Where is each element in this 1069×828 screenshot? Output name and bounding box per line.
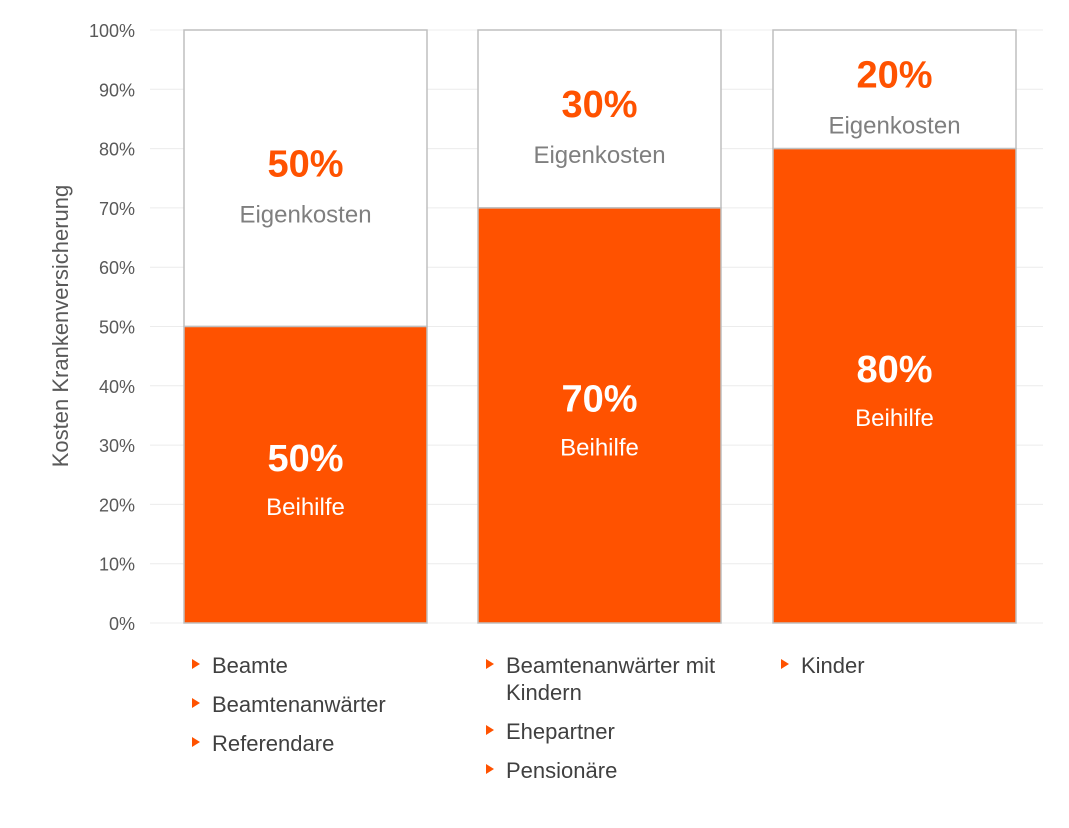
y-tick-label: 90% xyxy=(99,80,135,100)
group-label: Beamtenanwärter xyxy=(212,692,386,717)
group-list-item: Beamtenanwärter xyxy=(192,691,452,718)
triangle-bullet-icon xyxy=(192,659,200,669)
y-tick-label: 70% xyxy=(99,199,135,219)
eigenkosten-percent-label: 30% xyxy=(561,84,637,126)
y-axis-title: Kosten Krankenversicherung xyxy=(48,185,73,468)
group-label: Kinder xyxy=(801,653,865,678)
triangle-bullet-icon xyxy=(192,737,200,747)
beihilfe-percent-label: 70% xyxy=(561,378,637,420)
group-list-bar-2: Beamtenanwärter mit Kindern Ehepartner Pen… xyxy=(486,652,746,796)
group-list-item: Referendare xyxy=(192,730,452,757)
y-axis-ticks: 0% 10% 20% 30% 40% 50% 60% 70% 80% 90% 100% xyxy=(89,21,135,634)
triangle-bullet-icon xyxy=(781,659,789,669)
group-label: Beamte xyxy=(212,653,288,678)
bar-eigenkosten-segment xyxy=(477,29,722,209)
y-tick-label: 100% xyxy=(89,21,135,41)
group-label: Ehepartner xyxy=(506,719,615,744)
y-tick-label: 0% xyxy=(109,614,135,634)
triangle-bullet-icon xyxy=(486,659,494,669)
eigenkosten-label: Eigenkosten xyxy=(533,142,665,169)
y-tick-label: 10% xyxy=(99,555,135,575)
eigenkosten-percent-label: 50% xyxy=(267,143,343,185)
bar-beihilfe-segment xyxy=(183,325,428,624)
group-list-item: Beamte xyxy=(192,652,452,679)
group-list-bar-1: Beamte Beamtenanwärter Referendare xyxy=(192,652,452,769)
bar-beihilfe-segment xyxy=(477,207,722,624)
group-label: Referendare xyxy=(212,731,335,756)
beihilfe-percent-label: 80% xyxy=(856,349,932,391)
bars xyxy=(183,29,1017,624)
beihilfe-label: Beihilfe xyxy=(855,405,934,432)
group-list-item: Beamtenanwärter mit Kindern xyxy=(486,652,746,706)
data-labels: 50% Eigenkosten 50% Beihilfe 30% Eigenkosten 7… xyxy=(239,54,960,520)
bar-eigenkosten-segment xyxy=(183,29,428,328)
bar-eigenkosten-segment xyxy=(772,29,1017,150)
group-list-item: Ehepartner xyxy=(486,718,746,745)
eigenkosten-percent-label: 20% xyxy=(856,54,932,96)
eigenkosten-label: Eigenkosten xyxy=(239,201,371,228)
triangle-bullet-icon xyxy=(486,764,494,774)
y-tick-label: 60% xyxy=(99,258,135,278)
y-tick-label: 50% xyxy=(99,318,135,338)
beihilfe-label: Beihilfe xyxy=(560,434,639,461)
y-tick-label: 30% xyxy=(99,436,135,456)
group-list-item: Pensionäre xyxy=(486,757,746,784)
group-label: Beamtenanwärter mit Kindern xyxy=(506,653,716,705)
triangle-bullet-icon xyxy=(192,698,200,708)
group-label: Pensionäre xyxy=(506,758,618,783)
eigenkosten-label: Eigenkosten xyxy=(828,112,960,139)
y-tick-label: 40% xyxy=(99,377,135,397)
triangle-bullet-icon xyxy=(486,725,494,735)
beihilfe-label: Beihilfe xyxy=(266,494,345,521)
y-tick-label: 20% xyxy=(99,495,135,515)
bar-beihilfe-segment xyxy=(772,147,1017,624)
group-list-bar-3: Kinder xyxy=(781,652,1041,691)
beihilfe-percent-label: 50% xyxy=(267,438,343,480)
group-list-item: Kinder xyxy=(781,652,1041,679)
y-tick-label: 80% xyxy=(99,140,135,160)
